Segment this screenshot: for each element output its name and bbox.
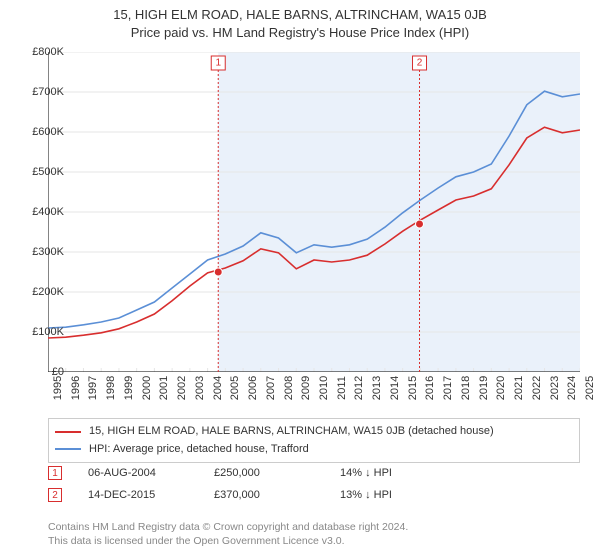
event-marker-2: 2 [48,488,62,502]
ytick-label: £700K [24,86,64,98]
title-line-1: 15, HIGH ELM ROAD, HALE BARNS, ALTRINCHA… [0,6,600,24]
event-1-date: 06-AUG-2004 [88,467,188,479]
svg-text:1: 1 [215,58,221,69]
xtick-label: 2014 [389,376,401,400]
ytick-label: £200K [24,286,64,298]
events-table: 1 06-AUG-2004 £250,000 14% ↓ HPI 2 14-DE… [48,466,580,510]
legend-label-property: 15, HIGH ELM ROAD, HALE BARNS, ALTRINCHA… [89,423,494,441]
xtick-label: 2016 [424,376,436,400]
event-marker-2-num: 2 [52,490,58,501]
chart-area: 12 [48,52,580,372]
xtick-label: 2022 [531,376,543,400]
ytick-label: £100K [24,326,64,338]
xtick-label: 1999 [123,376,135,400]
xtick-label: 2018 [460,376,472,400]
chart-container: 15, HIGH ELM ROAD, HALE BARNS, ALTRINCHA… [0,0,600,560]
xtick-label: 2004 [212,376,224,400]
ytick-label: £400K [24,206,64,218]
xtick-label: 1996 [70,376,82,400]
event-2-delta: 13% ↓ HPI [340,489,440,501]
xtick-label: 2024 [566,376,578,400]
xtick-label: 1997 [87,376,99,400]
xtick-label: 2012 [353,376,365,400]
legend-item-property: 15, HIGH ELM ROAD, HALE BARNS, ALTRINCHA… [55,423,573,441]
chart-svg: 12 [48,52,580,372]
xtick-label: 2001 [158,376,170,400]
legend-swatch-hpi [55,448,81,450]
xtick-label: 2000 [141,376,153,400]
xtick-label: 2008 [283,376,295,400]
ytick-label: £300K [24,246,64,258]
ytick-label: £800K [24,46,64,58]
legend-swatch-property [55,431,81,433]
legend-item-hpi: HPI: Average price, detached house, Traf… [55,441,573,459]
event-2-price: £370,000 [214,489,314,501]
footer-text: Contains HM Land Registry data © Crown c… [48,520,580,548]
xtick-label: 2019 [478,376,490,400]
xtick-label: 2017 [442,376,454,400]
xtick-label: 1998 [105,376,117,400]
title-block: 15, HIGH ELM ROAD, HALE BARNS, ALTRINCHA… [0,0,600,42]
xtick-label: 2003 [194,376,206,400]
xtick-label: 2023 [549,376,561,400]
xtick-label: 2013 [371,376,383,400]
xtick-label: 2006 [247,376,259,400]
xtick-label: 1995 [52,376,64,400]
xtick-label: 2002 [176,376,188,400]
footer-line-2: This data is licensed under the Open Gov… [48,534,580,548]
footer-line-1: Contains HM Land Registry data © Crown c… [48,520,580,534]
xtick-label: 2021 [513,376,525,400]
ytick-label: £600K [24,126,64,138]
xtick-label: 2011 [336,376,348,400]
xtick-label: 2020 [495,376,507,400]
legend-label-hpi: HPI: Average price, detached house, Traf… [89,441,309,459]
xtick-label: 2005 [229,376,241,400]
event-row-1: 1 06-AUG-2004 £250,000 14% ↓ HPI [48,466,580,480]
xtick-label: 2025 [584,376,596,400]
legend-box: 15, HIGH ELM ROAD, HALE BARNS, ALTRINCHA… [48,418,580,463]
svg-text:2: 2 [417,58,423,69]
event-row-2: 2 14-DEC-2015 £370,000 13% ↓ HPI [48,488,580,502]
event-2-date: 14-DEC-2015 [88,489,188,501]
title-line-2: Price paid vs. HM Land Registry's House … [0,24,600,42]
ytick-label: £500K [24,166,64,178]
event-1-delta: 14% ↓ HPI [340,467,440,479]
xtick-label: 2007 [265,376,277,400]
xtick-label: 2010 [318,376,330,400]
event-marker-1: 1 [48,466,62,480]
xtick-label: 2015 [407,376,419,400]
event-marker-1-num: 1 [52,468,58,479]
event-1-price: £250,000 [214,467,314,479]
xtick-label: 2009 [300,376,312,400]
